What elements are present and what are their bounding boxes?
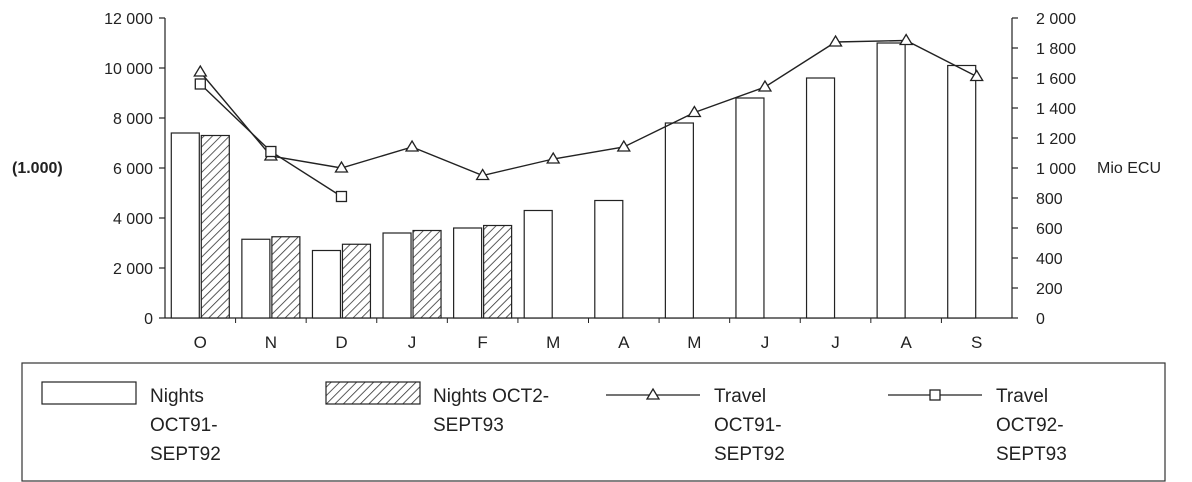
- bar-nights-oct2-sept93: [341, 243, 372, 319]
- x-category-label: J: [408, 333, 417, 352]
- left-axis-unit-label: (1.000): [12, 160, 63, 177]
- bar-nights-oct91-sept92: [523, 209, 553, 319]
- legend-label-nights-9192-l1: Nights: [150, 386, 204, 407]
- left-tick-label: 8 000: [113, 111, 153, 128]
- x-category-label: M: [687, 333, 701, 352]
- bar-nights-oct91-sept92: [876, 42, 906, 319]
- travel-oct91-sept92-point: [475, 168, 490, 181]
- right-tick-label: 1 000: [1036, 161, 1076, 178]
- right-tick-label: 2 000: [1036, 11, 1076, 28]
- travel-oct91-sept92-point: [757, 79, 773, 92]
- bar-nights-oct2-sept93: [412, 229, 442, 319]
- left-tick-label: 0: [144, 311, 153, 328]
- right-tick-label: 200: [1036, 281, 1063, 298]
- legend-label-travel-9293-l2: OCT92-: [996, 415, 1064, 436]
- legend: Nights OCT91- SEPT92 Nights OCT2- SEPT93…: [21, 362, 1166, 482]
- travel-oct91-sept92-point: [404, 139, 420, 152]
- legend-label-travel-9192-l2: OCT91-: [714, 415, 782, 436]
- right-axis-unit-label: Mio ECU: [1097, 160, 1161, 177]
- travel-oct92-sept93-point: [265, 145, 277, 158]
- right-axis-ticks: 0 200 400 600 800 1 000 1 200 1 400 1 600 1 800 2 …: [1012, 11, 1076, 328]
- left-tick-label: 12 000: [104, 11, 153, 28]
- x-category-label: J: [761, 333, 770, 352]
- right-tick-label: 800: [1036, 191, 1063, 208]
- legend-label-travel-9293-l1: Travel: [996, 386, 1048, 407]
- bar-nights-oct2-sept93: [483, 224, 513, 319]
- line-layer: [193, 33, 984, 203]
- legend-label-nights-9192-l3: SEPT92: [150, 444, 221, 465]
- left-axis-ticks: 0 2 000 4 000 6 000 8 000 10 000 12 000: [104, 11, 165, 328]
- bar-nights-oct91-sept92: [594, 199, 624, 319]
- legend-label-travel-9192-l3: SEPT92: [714, 444, 785, 465]
- travel-oct91-sept92-line: [199, 39, 978, 177]
- bar-nights-oct91-sept92: [170, 132, 200, 319]
- legend-label-nights-9293-l2: SEPT93: [433, 415, 504, 436]
- right-tick-label: 1 400: [1036, 101, 1076, 118]
- right-tick-label: 1 800: [1036, 41, 1076, 58]
- bar-nights-oct91-sept92: [805, 77, 836, 319]
- legend-frame: [21, 362, 1166, 482]
- legend-label-travel-9293-l3: SEPT93: [996, 444, 1067, 465]
- x-category-label: J: [831, 333, 840, 352]
- x-category-label: N: [265, 333, 277, 352]
- legend-swatch-nights-9293: [325, 381, 421, 405]
- bar-nights-oct91-sept92: [382, 232, 412, 319]
- travel-oct91-sept92-point: [334, 160, 349, 173]
- travel-oct91-sept92-point: [616, 139, 631, 152]
- bar-nights-oct2-sept93: [271, 236, 301, 319]
- travel-oct91-sept92-point: [193, 64, 208, 77]
- bar-nights-oct91-sept92: [947, 64, 977, 319]
- legend-label-nights-9293-l1: Nights OCT2-: [433, 386, 549, 407]
- left-tick-label: 4 000: [113, 211, 153, 228]
- legend-label-nights-9192-l2: OCT91-: [150, 415, 218, 436]
- bar-layer: [170, 42, 977, 319]
- legend-triangle-marker: [645, 387, 661, 400]
- legend-label-travel-9192-l1: Travel: [714, 386, 766, 407]
- right-tick-label: 0: [1036, 311, 1045, 328]
- bar-nights-oct91-sept92: [311, 249, 342, 319]
- travel-oct92-sept93-point: [194, 78, 206, 90]
- x-category-label: S: [971, 333, 982, 352]
- x-category-label: D: [335, 333, 347, 352]
- right-tick-label: 600: [1036, 221, 1063, 238]
- legend-square-marker: [929, 389, 941, 401]
- x-category-label: O: [194, 333, 207, 352]
- right-tick-label: 1 200: [1036, 131, 1076, 148]
- left-tick-label: 2 000: [113, 261, 153, 278]
- travel-oct91-sept92-point: [969, 69, 984, 82]
- right-tick-label: 1 600: [1036, 71, 1076, 88]
- left-tick-label: 10 000: [104, 61, 153, 78]
- travel-oct91-sept92-point: [546, 151, 561, 164]
- legend-swatch-nights-9192: [41, 381, 137, 405]
- travel-oct91-sept92-point: [828, 34, 843, 47]
- x-category-label: A: [618, 333, 630, 352]
- travel-oct92-sept93-point: [335, 190, 348, 203]
- bar-nights-oct91-sept92: [664, 122, 694, 319]
- left-tick-label: 6 000: [113, 161, 153, 178]
- travel-oct91-sept92-point: [898, 33, 914, 46]
- bar-nights-oct91-sept92: [735, 97, 765, 319]
- x-category-label: A: [900, 333, 912, 352]
- travel-oct91-sept92-point: [687, 105, 702, 118]
- right-tick-label: 400: [1036, 251, 1063, 268]
- x-category-label: F: [477, 333, 487, 352]
- bar-nights-oct2-sept93: [200, 134, 230, 319]
- bar-nights-oct91-sept92: [453, 227, 483, 319]
- x-category-label: M: [546, 333, 560, 352]
- bar-nights-oct91-sept92: [241, 238, 271, 319]
